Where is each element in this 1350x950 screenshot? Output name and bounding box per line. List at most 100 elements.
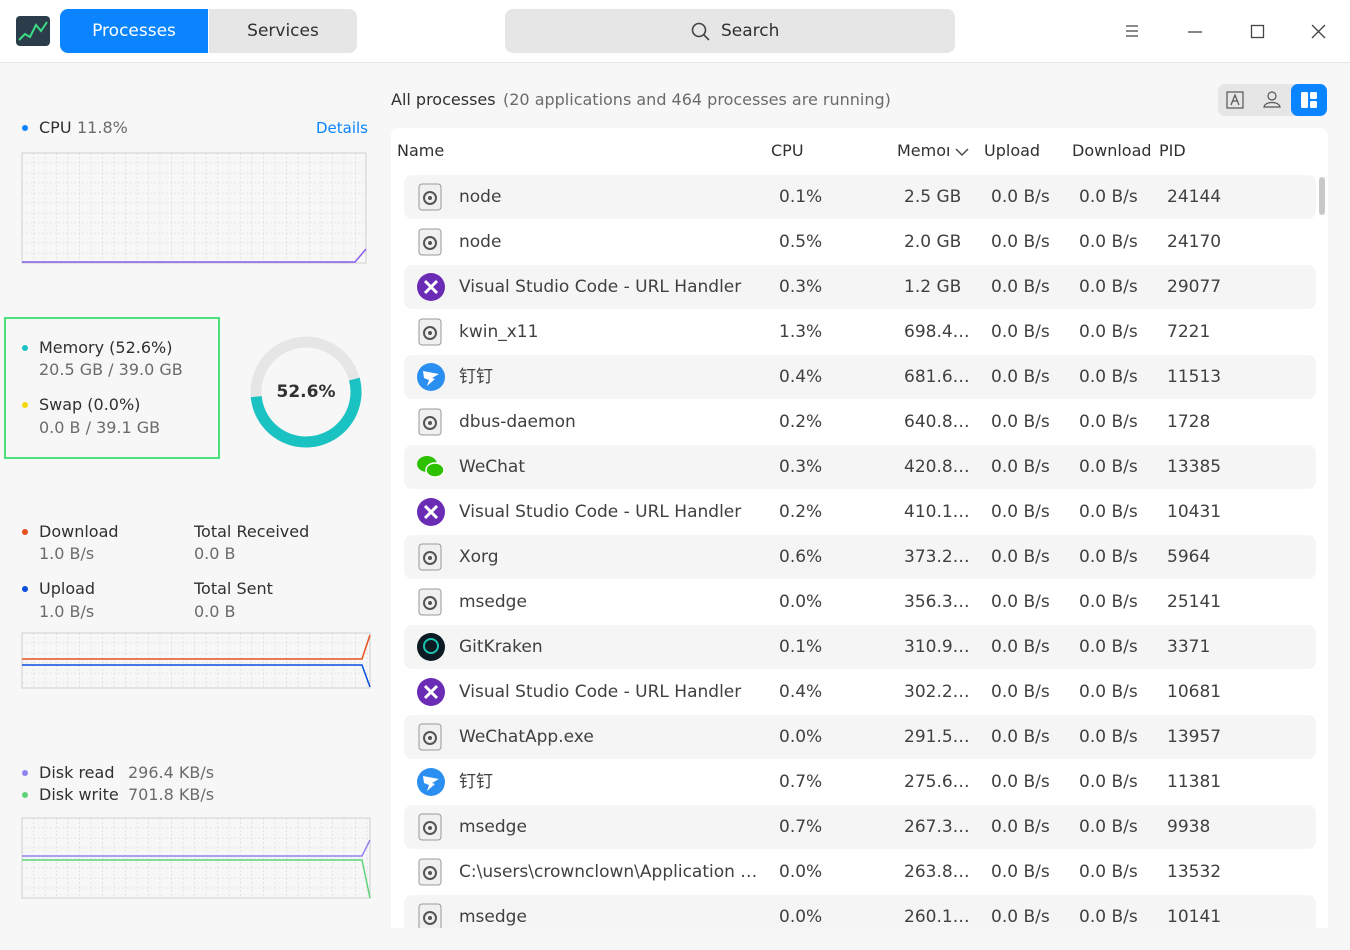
disk-write-dot (22, 792, 28, 798)
cell: 9938 (1167, 817, 1211, 837)
cpu-label: CPU (39, 118, 72, 137)
process-row[interactable] (404, 625, 1316, 669)
process-icon (417, 456, 445, 478)
close-button[interactable] (1311, 24, 1327, 40)
process-row[interactable] (404, 535, 1316, 579)
maximize-button[interactable] (1250, 24, 1266, 40)
details-link[interactable]: Details (316, 119, 369, 137)
column-header[interactable]: PID (1159, 141, 1186, 160)
cell: 0.3% (779, 277, 823, 297)
cell: 263.8… (904, 862, 970, 882)
process-row[interactable] (404, 445, 1316, 489)
cell: 0.0 B/s (1079, 907, 1138, 927)
process-row[interactable] (404, 715, 1316, 759)
cell: 5964 (1167, 547, 1211, 567)
process-name: node (459, 232, 502, 252)
cell: 0.0 B/s (991, 232, 1050, 252)
cell: 0.0 B/s (991, 502, 1050, 522)
process-icon (417, 363, 445, 391)
cell: 0.0 B/s (991, 862, 1050, 882)
cell: 1728 (1167, 412, 1211, 432)
process-row[interactable] (404, 805, 1316, 849)
search-icon (691, 22, 710, 41)
column-header[interactable]: CPU (771, 141, 804, 160)
process-name: WeChatApp.exe (459, 727, 594, 747)
process-icon (418, 228, 442, 256)
sent-value: 0.0 B (194, 602, 236, 621)
cell: 13532 (1167, 862, 1222, 882)
upload-dot (22, 586, 28, 592)
menu-button[interactable] (1124, 24, 1140, 38)
scrollbar[interactable] (1319, 177, 1325, 215)
memory-label: Memory (52.6%) (39, 338, 173, 357)
cpu-graph (21, 152, 367, 264)
cell: 13385 (1167, 457, 1222, 477)
memory-ring (250, 336, 362, 448)
process-name: Visual Studio Code - URL Handler (459, 682, 742, 702)
process-name: GitKraken (459, 637, 543, 657)
minimize-button[interactable] (1187, 24, 1203, 38)
column-header[interactable]: Name (397, 141, 445, 160)
download-label: Download (39, 522, 119, 541)
cell: 0.2% (779, 502, 823, 522)
cell: 0.6% (779, 547, 823, 567)
cell: 698.4… (904, 322, 970, 342)
sent-label: Total Sent (194, 579, 273, 598)
cell: 420.8… (904, 457, 970, 477)
cell: 0.0% (779, 907, 823, 927)
cell: 0.0% (779, 727, 823, 747)
process-row[interactable] (404, 895, 1316, 928)
cell: 0.5% (779, 232, 823, 252)
process-icon (418, 408, 442, 436)
cell: 0.0 B/s (991, 907, 1050, 927)
disk-read-dot (22, 770, 28, 776)
process-name: msedge (459, 907, 527, 927)
cpu-value: 11.8% (77, 118, 128, 137)
cell: 24170 (1167, 232, 1222, 252)
cell: 0.0 B/s (1079, 457, 1138, 477)
process-icon (418, 588, 442, 616)
cell: 681.6… (904, 367, 970, 387)
cell: 410.1… (904, 502, 970, 522)
cell: 0.0 B/s (1079, 322, 1138, 342)
cell: 0.1% (779, 637, 823, 657)
view-button[interactable] (1263, 90, 1281, 108)
process-row[interactable] (404, 175, 1316, 219)
cell: 373.2… (904, 547, 970, 567)
cell: 25141 (1167, 592, 1222, 612)
view-button-selected[interactable] (1291, 84, 1327, 116)
process-name: Xorg (459, 547, 499, 567)
process-icon (418, 183, 442, 211)
cell: 0.0 B/s (991, 187, 1050, 207)
process-name: kwin_x11 (459, 322, 539, 342)
search-box[interactable] (505, 9, 955, 53)
process-row[interactable] (404, 265, 1316, 309)
column-header[interactable]: Memory (897, 141, 949, 160)
swap-dot (22, 402, 28, 408)
cell: 1.3% (779, 322, 823, 342)
upload-value: 1.0 B/s (39, 602, 95, 621)
cell: 0.1% (779, 187, 823, 207)
cell: 0.7% (779, 817, 823, 837)
received-value: 0.0 B (194, 544, 236, 563)
cell: 640.8… (904, 412, 970, 432)
process-table: Name CPU Memory Upload Download PID node 0.1% 2.… (391, 128, 1328, 928)
cell: 0.0 B/s (1079, 592, 1138, 612)
cell: 0.0 B/s (991, 592, 1050, 612)
tab-services[interactable] (209, 9, 357, 53)
cell: 0.0 B/s (991, 277, 1050, 297)
view-button[interactable] (1226, 91, 1244, 109)
view-icon (1301, 92, 1317, 108)
tab-processes[interactable] (60, 9, 208, 53)
column-header[interactable]: Upload (984, 141, 1041, 160)
process-row[interactable] (404, 355, 1316, 399)
cell: 0.0 B/s (991, 547, 1050, 567)
column-header[interactable]: Download (1072, 141, 1150, 160)
cell: 0.0 B/s (991, 367, 1050, 387)
cell: 0.0% (779, 862, 823, 882)
cell: 24144 (1167, 187, 1222, 207)
cell: 302.2… (904, 682, 970, 702)
cell: 0.0% (779, 592, 823, 612)
cell: 0.0 B/s (1079, 547, 1138, 567)
